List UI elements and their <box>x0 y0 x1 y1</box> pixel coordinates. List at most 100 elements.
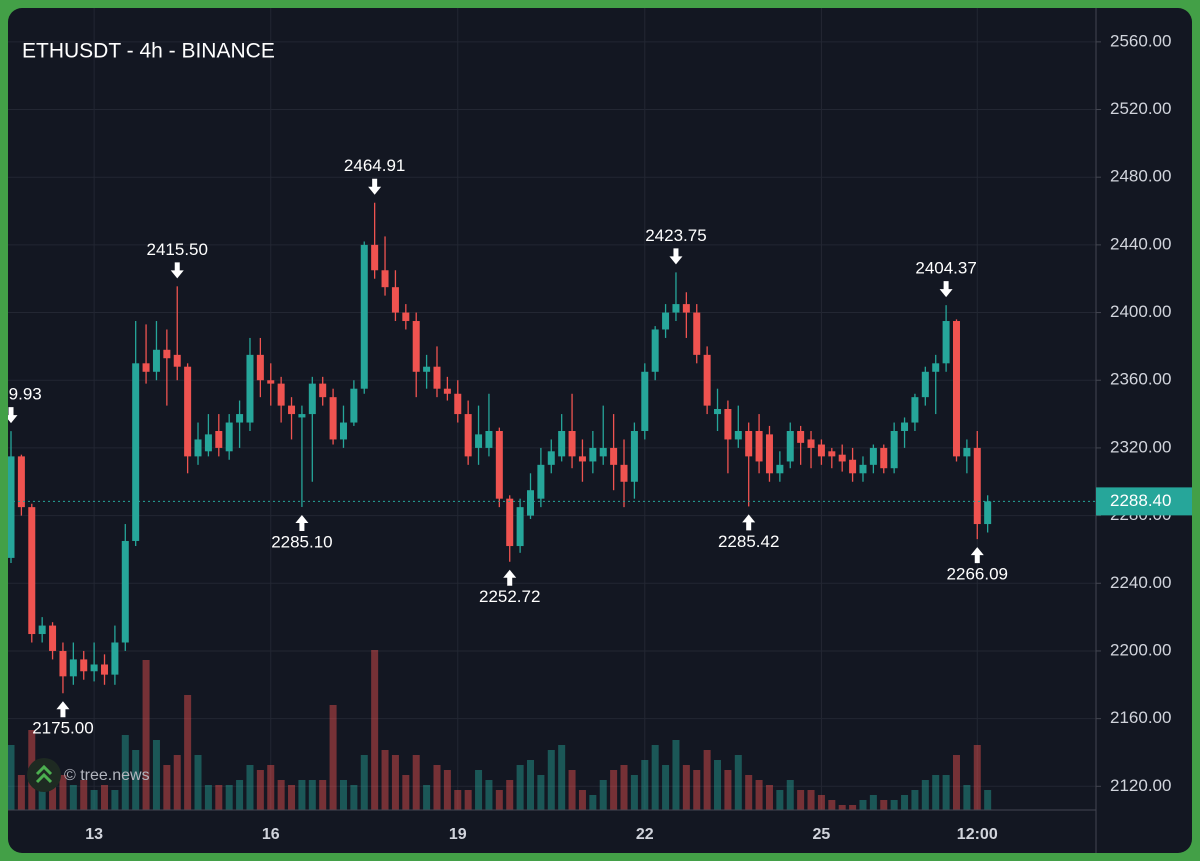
annotation-label: 2464.91 <box>344 156 405 175</box>
y-tick-label: 2560.00 <box>1110 31 1171 50</box>
volume-bar <box>412 755 420 810</box>
candle-body <box>662 312 670 330</box>
volume-bar <box>215 785 223 810</box>
candle-body <box>423 366 431 372</box>
volume-bar <box>495 790 503 810</box>
candle-body <box>672 304 680 313</box>
arrow-down <box>170 262 184 279</box>
volume-bar <box>973 745 981 810</box>
volume-bar <box>475 770 483 810</box>
volume-bar <box>423 785 431 810</box>
volume-bar <box>537 775 545 810</box>
candle-body <box>859 464 867 474</box>
candle-body <box>277 383 285 406</box>
candle-body <box>475 434 483 448</box>
candle-body <box>101 664 109 675</box>
candle-body <box>381 270 389 288</box>
volume-bar <box>329 705 337 810</box>
candle-body <box>724 409 732 440</box>
volume-bar <box>381 750 389 810</box>
volume-bar <box>225 785 233 810</box>
candle-body <box>578 456 586 462</box>
volume-bar <box>236 780 244 810</box>
candle-body <box>360 244 368 389</box>
candle-body <box>506 498 514 547</box>
volume-bar <box>599 780 607 810</box>
candle-body <box>163 349 171 359</box>
candle-body <box>412 321 420 372</box>
y-tick-label: 2480.00 <box>1110 167 1171 186</box>
candle-body <box>204 434 212 452</box>
candle-body <box>952 321 960 457</box>
volume-bar <box>797 790 805 810</box>
candle-body <box>184 366 192 457</box>
candle-body <box>80 659 88 672</box>
volume-bar <box>880 800 888 810</box>
candle-body <box>932 363 940 372</box>
arrow-up <box>742 514 756 531</box>
x-tick-label: 19 <box>449 826 467 843</box>
candle-body <box>984 501 992 525</box>
volume-bar <box>506 780 514 810</box>
volume-bar <box>516 765 524 810</box>
annotation-label: 2404.37 <box>915 259 976 278</box>
arrow-down <box>368 178 382 195</box>
candle-body <box>443 388 451 394</box>
candle-body <box>132 363 140 541</box>
candle-body <box>527 490 534 516</box>
candle-body <box>17 456 25 508</box>
candle-body <box>703 354 711 406</box>
candle-body <box>308 383 316 415</box>
chart-title: ETHUSDT - 4h - BINANCE <box>22 40 275 63</box>
volume-bar <box>776 790 784 810</box>
candle-body <box>765 434 773 474</box>
candle-body <box>391 287 399 313</box>
volume-bar <box>360 755 368 810</box>
candle-body <box>651 329 659 372</box>
candle-body <box>734 430 742 440</box>
volume-bar <box>734 755 742 810</box>
candle-body <box>776 464 784 474</box>
volume-bar <box>464 790 472 810</box>
y-tick-label: 2400.00 <box>1110 302 1171 321</box>
y-tick-label: 2440.00 <box>1110 234 1171 253</box>
candle-body <box>350 388 358 423</box>
volume-bar <box>90 790 98 810</box>
volume-bar <box>755 780 763 810</box>
candle-body <box>194 439 202 457</box>
candle-body <box>568 430 576 457</box>
candle-body <box>90 664 98 672</box>
volume-bar <box>391 755 399 810</box>
annotation-label: 2415.50 <box>147 240 208 259</box>
volume-bar <box>547 750 555 810</box>
volume-bar <box>921 780 929 810</box>
candle-body <box>807 439 815 448</box>
candle-body <box>547 451 555 465</box>
volume-bar <box>277 780 285 810</box>
candle-body <box>849 459 857 474</box>
y-tick-label: 2320.00 <box>1110 437 1171 456</box>
volume-bar <box>267 765 275 810</box>
y-tick-label: 2520.00 <box>1110 99 1171 118</box>
candle-body <box>620 464 628 482</box>
volume-bar <box>869 795 877 810</box>
volume-bar <box>610 770 618 810</box>
candle-body <box>921 371 929 398</box>
candle-body <box>49 625 57 651</box>
candle-body <box>236 414 244 423</box>
candle-body <box>880 447 888 469</box>
candle-body <box>817 444 825 457</box>
candle-body <box>433 366 441 389</box>
volume-bar <box>59 775 67 810</box>
candle-body <box>288 405 296 415</box>
candle-body <box>329 397 337 440</box>
watermark: © tree.news <box>64 767 150 784</box>
candle-body <box>599 447 607 457</box>
y-tick-label: 2200.00 <box>1110 640 1171 659</box>
volume-bar <box>132 750 140 810</box>
volume-bar <box>288 785 296 810</box>
volume-bar <box>890 800 898 810</box>
volume-bar <box>952 755 960 810</box>
